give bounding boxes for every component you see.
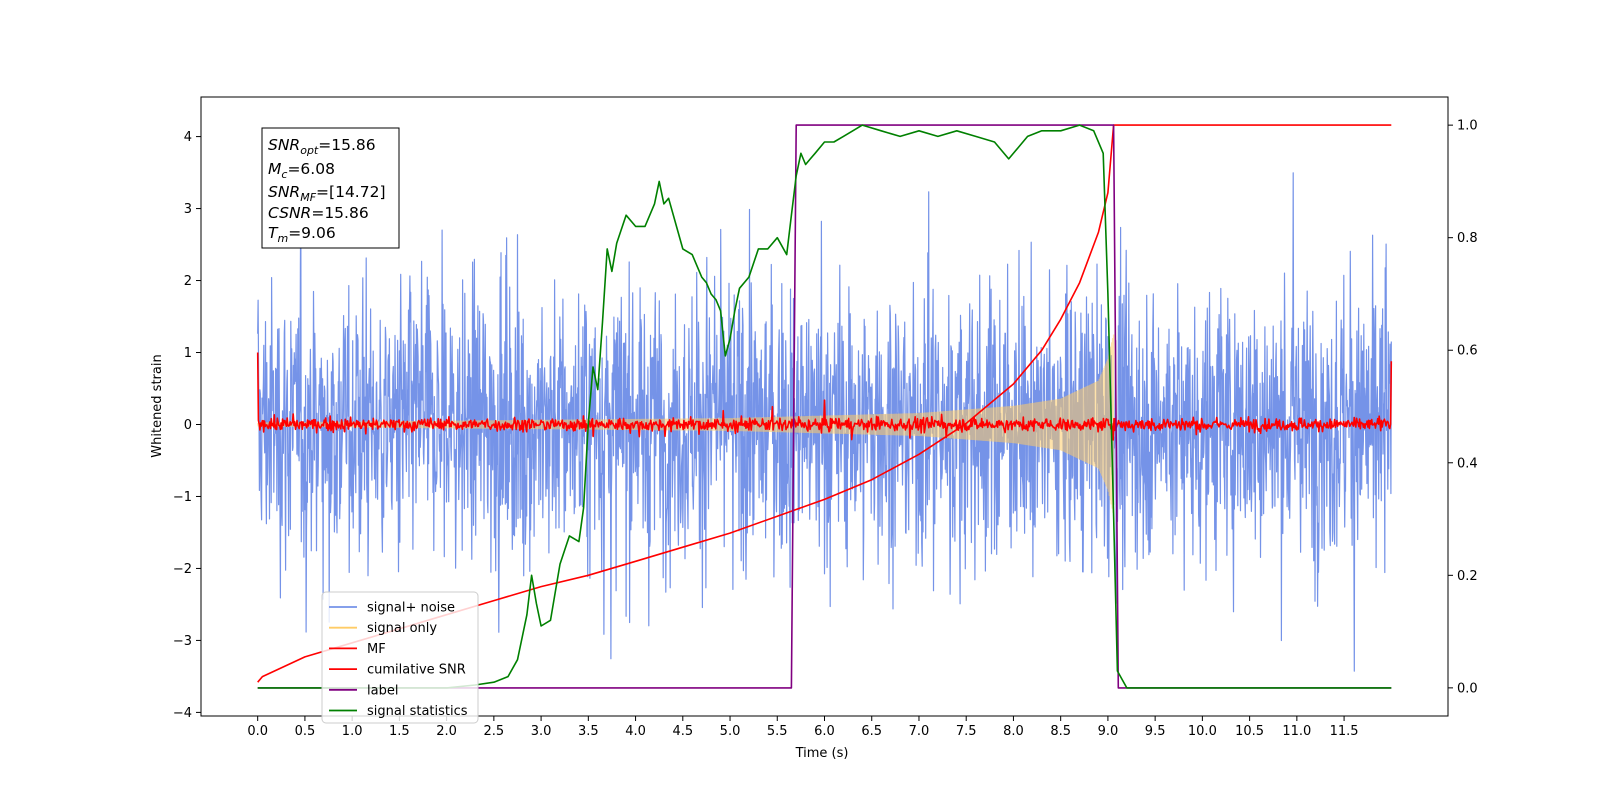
x-tick-label: 1.0	[342, 724, 363, 739]
legend-entry: signal+ noise	[367, 601, 455, 616]
y-tick-label: 1	[184, 346, 192, 361]
y2-tick-label: 0.4	[1457, 456, 1478, 471]
y-tick-label: −4	[173, 706, 192, 721]
y2-tick-label: 0.0	[1457, 681, 1478, 696]
x-tick-label: 0.5	[295, 724, 316, 739]
legend-entry: signal only	[367, 621, 437, 636]
x-tick-label: 11.0	[1282, 724, 1311, 739]
x-tick-label: 2.5	[484, 724, 505, 739]
annotation-tm: Tm=9.06	[268, 224, 336, 245]
x-tick-label: 11.5	[1330, 724, 1359, 739]
series-line-5	[257, 124, 1392, 689]
legend-entry: MF	[367, 642, 386, 657]
y2-tick-label: 0.8	[1457, 231, 1478, 246]
stats-annotation: SNRopt=15.86 Mc=6.08 SNRMF=[14.72] CSNR=…	[261, 127, 400, 249]
y2-tick-label: 0.6	[1457, 344, 1478, 359]
series-line-0	[257, 172, 1392, 672]
x-tick-label: 5.0	[720, 724, 741, 739]
y-tick-label: 4	[184, 130, 192, 145]
y-tick-label: 0	[184, 418, 192, 433]
series-line-2	[256, 352, 1393, 441]
y-tick-label: −2	[173, 562, 192, 577]
y-axis-label: Whitened strain	[150, 354, 165, 457]
x-tick-label: 0.0	[247, 724, 268, 739]
y-axis-left: −4 −3 −2 −1 0 1 2 3 4	[173, 130, 201, 721]
x-axis-label: Time (s)	[795, 746, 849, 761]
annotation-csnr: CSNR=15.86	[268, 204, 369, 222]
y2-tick-label: 0.2	[1457, 569, 1478, 584]
x-tick-label: 3.0	[531, 724, 552, 739]
x-tick-label: 4.0	[625, 724, 646, 739]
y2-tick-label: 1.0	[1457, 119, 1478, 134]
x-tick-label: 1.5	[389, 724, 410, 739]
legend-entry: signal statistics	[367, 704, 468, 719]
legend-box	[321, 591, 479, 724]
y-tick-label: 3	[184, 202, 192, 217]
x-tick-label: 8.0	[1003, 724, 1024, 739]
y-tick-label: −3	[173, 634, 192, 649]
x-tick-label: 6.5	[861, 724, 882, 739]
x-tick-label: 2.0	[436, 724, 457, 739]
x-tick-label: 9.5	[1145, 724, 1166, 739]
x-axis: 0.0 0.5 1.0 1.5 2.0 2.5 3.0 3.5 4.0 4.5 5.0 5.5 6.0 6…	[247, 716, 1359, 739]
x-tick-label: 4.5	[672, 724, 693, 739]
y-tick-label: −1	[173, 490, 192, 505]
series-line-1	[257, 334, 1115, 514]
x-tick-label: 8.5	[1050, 724, 1071, 739]
y-axis-right: 0.0 0.2 0.4 0.6 0.8 1.0	[1448, 119, 1478, 696]
annotation-snr-mf: SNRMF=[14.72]	[268, 183, 386, 204]
x-tick-label: 5.5	[767, 724, 788, 739]
x-tick-label: 10.5	[1235, 724, 1264, 739]
x-tick-label: 10.0	[1188, 724, 1217, 739]
legend: signal+ noise signal only MF cumilative SNR…	[321, 591, 479, 724]
annotation-mc: Mc=6.08	[268, 160, 335, 181]
x-tick-label: 7.5	[956, 724, 977, 739]
x-tick-label: 9.0	[1098, 724, 1119, 739]
legend-entry: label	[367, 683, 398, 698]
stats-annotation-box	[261, 127, 400, 249]
x-tick-label: 7.0	[909, 724, 930, 739]
annotation-snr-opt: SNRopt=15.86	[268, 136, 376, 157]
y-tick-label: 2	[184, 274, 192, 289]
legend-entry: cumilative SNR	[367, 663, 466, 678]
x-tick-label: 3.5	[578, 724, 599, 739]
x-tick-label: 6.0	[814, 724, 835, 739]
